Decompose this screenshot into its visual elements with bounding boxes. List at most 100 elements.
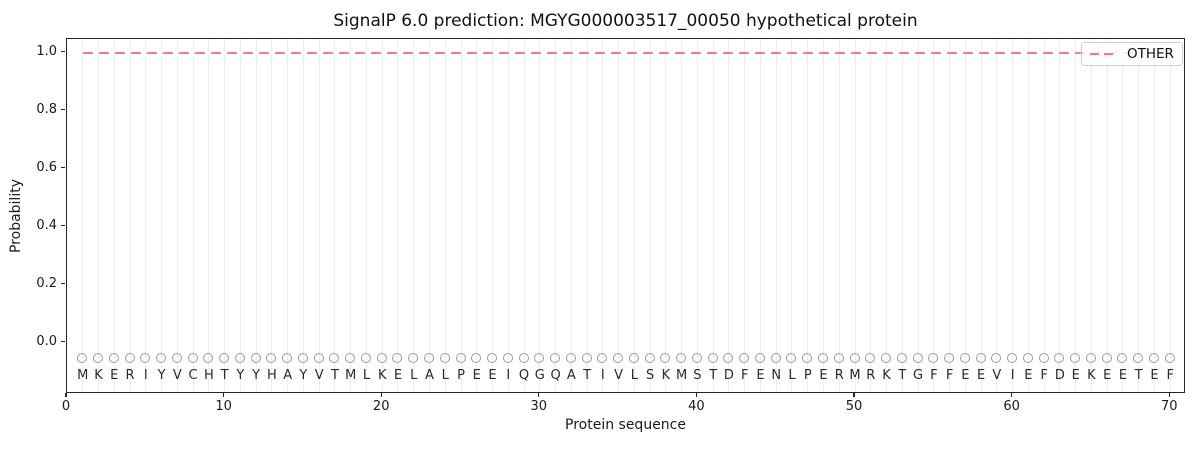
residue-marker-icon: [707, 352, 718, 363]
residue-letter: L: [441, 368, 449, 384]
gridline: [145, 39, 147, 392]
gridline: [476, 39, 478, 392]
residue-marker-icon: [1085, 352, 1096, 363]
gridline: [791, 39, 793, 392]
x-tick-label: 0: [61, 399, 71, 414]
residue-letter: V: [172, 368, 182, 384]
x-tick-label: 30: [530, 399, 548, 414]
residue-letter: K: [94, 368, 103, 384]
residue-letter: E: [110, 368, 119, 384]
y-tick-label: 1.0: [36, 43, 57, 59]
gridline: [901, 39, 903, 392]
residue-marker-icon: [975, 352, 986, 363]
gridline: [823, 39, 824, 392]
residue-marker-icon: [156, 352, 167, 363]
gridline: [618, 39, 620, 392]
gridline: [318, 39, 320, 392]
residue-marker-icon: [628, 352, 639, 363]
residue-letter: E: [1024, 368, 1033, 384]
residue-marker-icon: [471, 352, 482, 363]
residue-marker-icon: [865, 352, 876, 363]
residue-letter: Y: [252, 368, 261, 384]
gridline: [397, 39, 399, 392]
residue-letter: M: [345, 368, 357, 384]
residue-marker-icon: [613, 352, 624, 363]
gridline: [381, 39, 383, 392]
gridline: [854, 39, 856, 392]
residue-letter: S: [693, 368, 702, 384]
gridline: [129, 39, 131, 392]
x-axis-label: Protein sequence: [565, 417, 686, 433]
residue-letter: E: [1118, 368, 1128, 384]
gridline: [460, 39, 462, 392]
residue-marker-icon: [786, 352, 797, 363]
residue-letter: K: [377, 368, 387, 384]
gridline: [1012, 39, 1014, 392]
legend: OTHER: [1081, 42, 1183, 66]
gridline: [350, 39, 352, 392]
gridline: [759, 39, 761, 392]
dashed-line-icon: [1090, 53, 1118, 55]
residue-letter: L: [630, 368, 638, 384]
residue-marker-icon: [723, 352, 734, 363]
residue-letter: C: [188, 368, 198, 384]
residue-marker-icon: [282, 352, 293, 363]
residue-marker-icon: [439, 352, 450, 363]
gridline: [917, 39, 919, 392]
residue-letter: R: [125, 368, 135, 384]
residue-marker-icon: [644, 352, 655, 363]
y-tick-mark: [61, 282, 65, 285]
y-tick-label: 0.6: [36, 159, 57, 175]
residue-marker-icon: [376, 352, 387, 363]
residue-letter: K: [1087, 368, 1096, 384]
residue-marker-icon: [1117, 352, 1128, 363]
residue-marker-icon: [502, 352, 513, 363]
residue-marker-icon: [455, 352, 466, 363]
residue-marker-icon: [754, 352, 765, 363]
gridline: [570, 39, 572, 392]
residue-marker-icon: [818, 352, 828, 363]
residue-letter: T: [220, 368, 229, 384]
residue-letter: G: [534, 368, 545, 384]
gridline: [1169, 39, 1171, 392]
y-tick-label: 0.0: [36, 333, 57, 349]
residue-letter: L: [410, 368, 418, 384]
residue-marker-icon: [345, 352, 356, 363]
gridline: [428, 39, 430, 392]
residue-marker-icon: [739, 352, 750, 363]
x-tick-label: 60: [1003, 399, 1020, 414]
y-tick-label: 0.8: [36, 101, 57, 117]
residue-letter: I: [143, 368, 148, 384]
gridline: [539, 39, 541, 392]
residue-marker-icon: [565, 352, 576, 363]
residue-marker-icon: [1054, 352, 1065, 363]
residue-letter: V: [314, 368, 324, 384]
y-tick-label: 0.2: [36, 275, 57, 291]
residue-letter: Y: [157, 368, 166, 384]
gridline: [886, 39, 888, 392]
gridline: [870, 39, 872, 392]
gridline: [113, 39, 115, 392]
residue-letter: R: [834, 368, 844, 384]
residue-letter: E: [819, 368, 828, 384]
residue-letter: A: [425, 368, 434, 384]
residue-marker-icon: [108, 352, 119, 363]
residue-letter: F: [740, 368, 749, 384]
x-tick-mark: [853, 393, 855, 397]
residue-letter: F: [1040, 368, 1048, 384]
residue-marker-icon: [660, 352, 671, 363]
series-line-other: [82, 51, 1171, 54]
gridline: [1106, 39, 1108, 392]
residue-marker-icon: [597, 352, 608, 363]
residue-letter: S: [646, 368, 655, 384]
residue-letter: D: [723, 368, 734, 384]
residue-letter: E: [393, 368, 403, 384]
gridline: [224, 39, 226, 392]
y-tick-mark: [61, 224, 65, 227]
residue-marker-icon: [1164, 352, 1175, 363]
residue-letter: I: [600, 368, 605, 384]
gridline: [807, 39, 809, 392]
residue-letter: E: [1103, 368, 1112, 384]
gridline: [964, 39, 966, 392]
